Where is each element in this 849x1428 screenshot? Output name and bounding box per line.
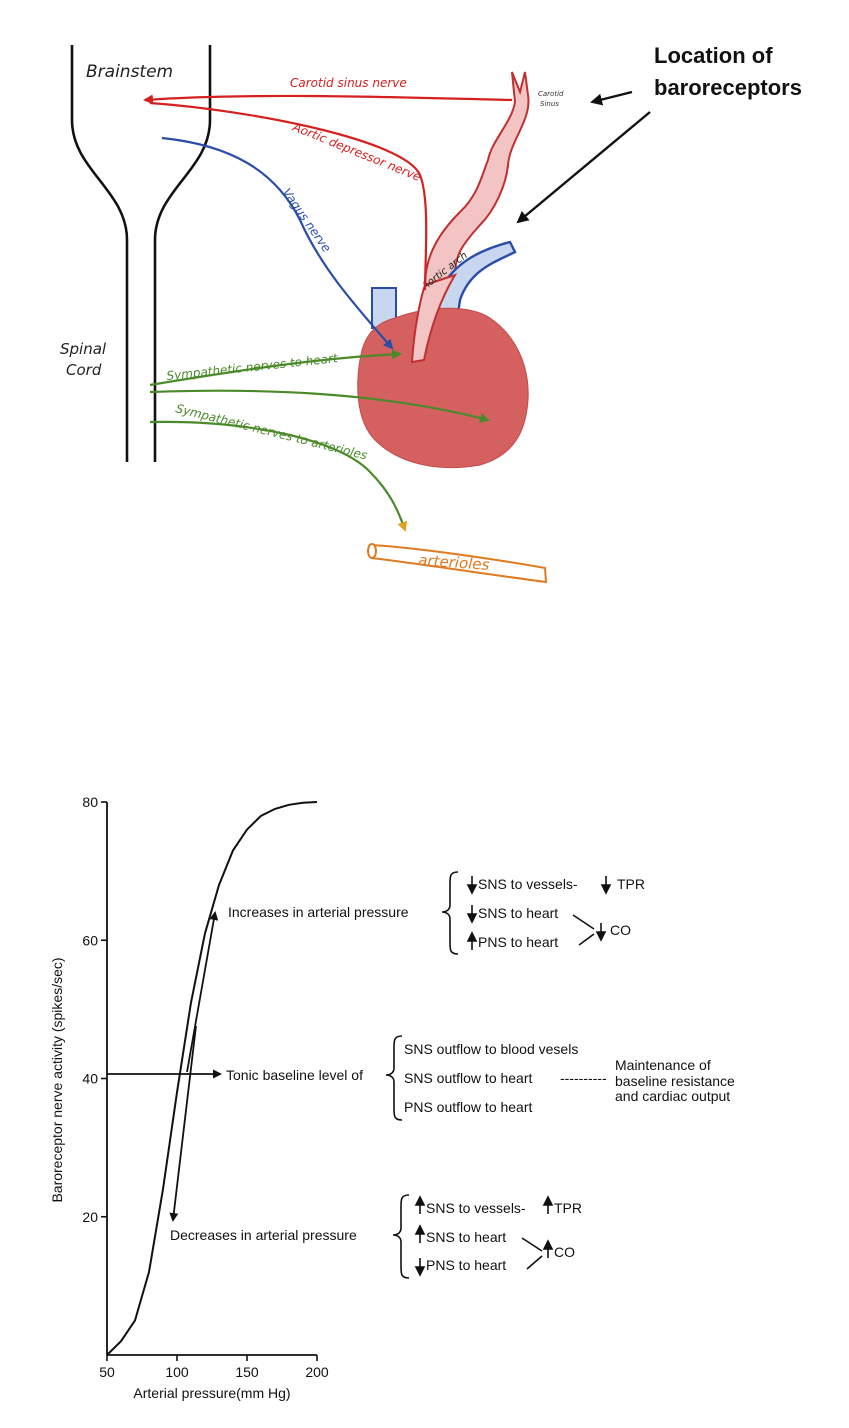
sympathetic-nerves-arterioles-label: Sympathetic nerves to arterioles — [174, 401, 368, 462]
spinal-cord-label-line2: Cord — [66, 361, 102, 379]
arterioles-tube — [371, 543, 548, 584]
decrease-arrow — [169, 1025, 197, 1222]
vagus-nerve — [161, 136, 394, 350]
carotid-sinus-nerve — [143, 94, 513, 105]
aortic-arch — [410, 273, 458, 364]
response-curve — [106, 801, 318, 1356]
maintenance-line3: and cardiac output — [615, 1088, 730, 1104]
tonic-effect-sns-vessels: SNS outflow to blood vesels — [404, 1041, 578, 1057]
x-tick-label: 200 — [305, 1364, 329, 1380]
brainstem-label: Brainstem — [86, 62, 173, 82]
sympathetic-nerve-arterioles — [149, 420, 408, 532]
baroreceptors-label-line2: baroreceptors — [654, 75, 802, 100]
sympathetic-nerve-heart-upper — [149, 349, 402, 387]
decreases-effect-sns-vessels: SNS to vessels- — [426, 1200, 526, 1216]
y-tick-label: 20 — [82, 1209, 98, 1225]
maintenance-line2: baseline resistance — [615, 1073, 735, 1089]
aortic-depressor-nerve — [149, 101, 428, 291]
y-tick-label: 80 — [82, 794, 98, 810]
tonic-effect-pns-heart: PNS outflow to heart — [404, 1099, 533, 1115]
tonic-label: Tonic baseline level of — [226, 1067, 363, 1083]
baroreceptor-pointer-arch — [516, 111, 651, 224]
carotid-sinus-nerve-label: Carotid sinus nerve — [290, 76, 407, 90]
decreases-tpr: TPR — [554, 1200, 582, 1216]
x-tick-label: 100 — [165, 1364, 189, 1380]
increases-effect-pns-heart: PNS to heart — [478, 934, 558, 950]
tonic-effect-sns-heart: SNS outflow to heart — [404, 1070, 533, 1086]
x-tick-label: 50 — [99, 1364, 115, 1380]
sympathetic-nerve-heart-lower — [149, 389, 490, 423]
y-axis-label: Baroreceptor nerve activity (spikes/sec) — [49, 957, 65, 1202]
arterioles-tube-end — [367, 543, 377, 559]
decreases-arrow-glyphs — [414, 1195, 554, 1277]
increases-arrow-glyphs — [466, 876, 612, 950]
baroreceptors-label-line1: Location of — [654, 43, 773, 68]
y-tick-label: 40 — [82, 1071, 98, 1087]
x-ticks: 50 100 150 200 — [99, 1355, 329, 1380]
decreases-co: CO — [554, 1244, 575, 1260]
baroreceptor-pointer-sinus — [590, 90, 633, 106]
sympathetic-nerves-heart-label: Sympathetic nerves to heart — [166, 351, 340, 383]
maintenance-line1: Maintenance of — [615, 1057, 711, 1073]
decreases-brace — [392, 1194, 410, 1279]
y-tick-label: 60 — [82, 932, 98, 948]
increases-effect-sns-heart: SNS to heart — [478, 905, 558, 921]
x-axis-label: Arterial pressure(mm Hg) — [133, 1385, 290, 1401]
y-ticks: 20 40 60 80 — [82, 794, 107, 1225]
decreases-effect-pns-heart: PNS to heart — [426, 1257, 506, 1273]
increases-tpr: TPR — [617, 876, 645, 892]
x-tick-label: 150 — [235, 1364, 259, 1380]
increase-arrow — [186, 911, 219, 1073]
spinal-cord-label-line1: Spinal — [60, 340, 107, 358]
tonic-brace — [385, 1035, 403, 1121]
brainstem-left-outline — [70, 45, 129, 462]
increases-label: Increases in arterial pressure — [228, 904, 409, 920]
increases-brace — [441, 871, 459, 955]
carotid-sinus-label-line2: Sinus — [540, 100, 559, 108]
tonic-dashes: ---------- — [560, 1070, 607, 1086]
baroreceptor-graph: 20 40 60 80 50 100 150 200 Baroreceptor nerve … — [49, 794, 735, 1401]
increases-effect-sns-vessels: SNS to vessels- — [478, 876, 578, 892]
anatomy-diagram: Brainstem Spinal Cord Aortic arch Caroti… — [60, 43, 802, 584]
decreases-label: Decreases in arterial pressure — [170, 1227, 357, 1243]
carotid-sinus-label-line1: Carotid — [538, 90, 564, 98]
heart — [357, 307, 529, 469]
brainstem-right-outline — [153, 45, 212, 462]
arterioles-label: arterioles — [418, 551, 490, 574]
aortic-depressor-nerve-label: Aortic depressor nerve — [290, 119, 423, 184]
vagus-nerve-label: Vagus nerve — [280, 186, 334, 255]
increases-co: CO — [610, 922, 631, 938]
decreases-effect-sns-heart: SNS to heart — [426, 1229, 506, 1245]
